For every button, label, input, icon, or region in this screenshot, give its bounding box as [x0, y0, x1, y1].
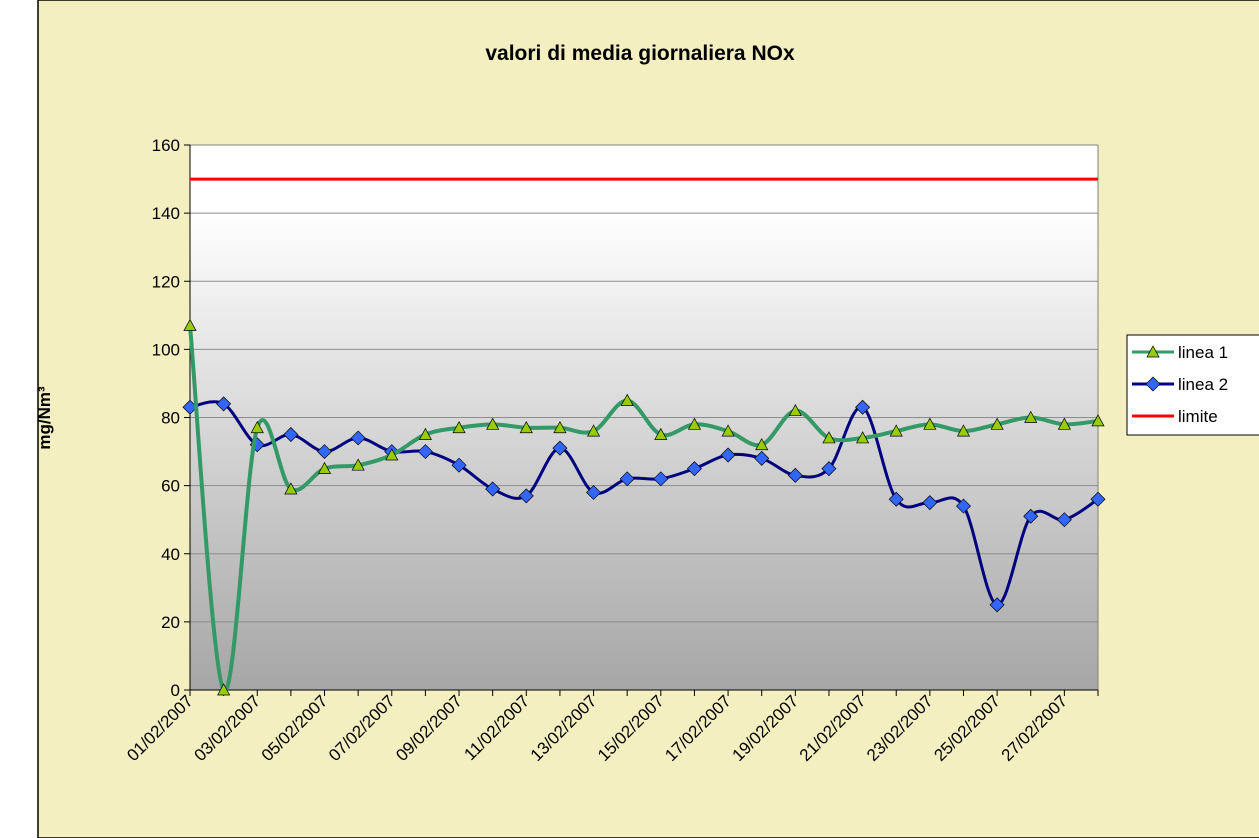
marker	[1145, 376, 1161, 392]
chart-title: valori di media giornaliera NOx	[485, 42, 795, 65]
marker	[216, 396, 232, 412]
marker	[687, 417, 702, 430]
marker	[888, 491, 904, 507]
marker	[317, 444, 333, 460]
marker	[486, 417, 500, 430]
marker	[485, 481, 501, 497]
marker	[283, 427, 299, 443]
marker	[1023, 508, 1039, 524]
marker	[586, 484, 602, 500]
marker	[821, 461, 837, 477]
marker	[385, 448, 399, 461]
marker	[519, 420, 533, 434]
marker	[923, 417, 937, 430]
marker	[1146, 345, 1160, 358]
marker	[990, 417, 1004, 430]
y-tick-label: 140	[152, 204, 180, 223]
marker	[721, 424, 735, 437]
marker	[317, 461, 332, 474]
y-tick-label: 120	[152, 272, 180, 291]
marker	[620, 393, 634, 406]
marker	[350, 430, 366, 446]
marker	[686, 461, 702, 477]
marker	[1056, 512, 1072, 528]
marker	[955, 498, 971, 514]
marker	[989, 597, 1005, 613]
marker	[754, 450, 770, 466]
legend-label: limite	[1178, 407, 1218, 426]
y-tick-label: 160	[152, 136, 180, 155]
marker	[889, 424, 903, 437]
legend-label: linea 2	[1178, 375, 1228, 394]
marker	[787, 467, 803, 483]
legend-label: linea 1	[1178, 343, 1228, 362]
y-tick-label: 80	[161, 409, 180, 428]
marker	[418, 427, 432, 440]
marker	[1057, 417, 1071, 430]
marker	[1090, 491, 1106, 507]
marker	[552, 440, 568, 456]
marker	[653, 471, 669, 487]
marker	[619, 471, 635, 487]
marker	[1091, 414, 1105, 427]
marker	[1024, 410, 1038, 423]
marker	[922, 495, 938, 511]
marker	[654, 427, 668, 440]
marker	[451, 457, 467, 473]
marker	[553, 420, 567, 434]
y-tick-label: 20	[161, 613, 180, 632]
y-axis-title: mg/Nm³	[35, 386, 54, 450]
marker	[183, 318, 197, 331]
marker	[518, 488, 534, 504]
marker	[250, 420, 264, 434]
marker	[822, 431, 836, 444]
marker	[417, 444, 433, 460]
marker	[755, 438, 769, 451]
y-tick-label: 40	[161, 545, 180, 564]
y-tick-label: 100	[152, 340, 180, 359]
marker	[351, 458, 365, 471]
marker	[788, 403, 802, 417]
marker	[217, 683, 231, 696]
y-tick-label: 0	[171, 681, 180, 700]
marker	[452, 420, 466, 434]
marker	[956, 424, 971, 437]
marker	[586, 424, 601, 437]
marker	[855, 399, 871, 415]
marker	[284, 482, 298, 495]
marker	[856, 431, 870, 444]
marker	[720, 447, 736, 463]
y-tick-label: 60	[161, 477, 180, 496]
